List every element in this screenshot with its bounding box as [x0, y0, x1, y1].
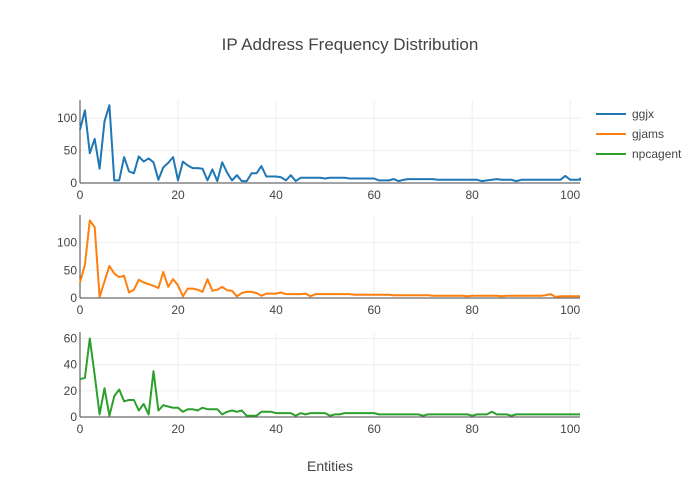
chart-title: IP Address Frequency Distribution: [222, 35, 479, 54]
subplot-npcagent: 0 20 40 60 80 100 0 20 40 60: [64, 332, 581, 436]
y-tick-label: 0: [70, 176, 77, 190]
y-tick-label: 0: [70, 291, 77, 305]
x-tick-label: 60: [367, 422, 381, 436]
x-tick-label: 20: [171, 422, 185, 436]
legend[interactable]: ggjx gjams npcagent: [596, 107, 682, 161]
x-tick-label: 0: [77, 422, 84, 436]
x-axis-label: Entities: [307, 458, 353, 474]
legend-item-gjams[interactable]: gjams: [596, 127, 664, 141]
legend-label: ggjx: [632, 107, 654, 121]
series-line-ggjx[interactable]: [79, 104, 581, 183]
x-tick-label: 80: [465, 422, 479, 436]
x-tick-label: 100: [560, 188, 580, 202]
subplot-panels: 0 20 40 60 80 100 0 50 100 0 20 40 60 80 100 0 50 100 0 20 4…: [57, 100, 581, 436]
subplot-ggjx: 0 20 40 60 80 100 0 50 100: [57, 100, 581, 202]
x-tick-label: 80: [465, 303, 479, 317]
legend-label: npcagent: [632, 147, 682, 161]
legend-label: gjams: [632, 127, 664, 141]
x-tick-label: 0: [77, 303, 84, 317]
y-tick-label: 0: [70, 410, 77, 424]
x-tick-label: 60: [367, 303, 381, 317]
series-line-gjams[interactable]: [79, 219, 580, 298]
y-tick-label: 40: [64, 358, 78, 372]
series-line-npcagent[interactable]: [79, 337, 580, 417]
y-tick-label: 50: [64, 263, 78, 277]
x-tick-label: 100: [560, 303, 580, 317]
y-tick-label: 20: [64, 384, 78, 398]
x-tick-label: 40: [269, 188, 283, 202]
x-tick-label: 0: [77, 188, 84, 202]
x-tick-label: 40: [269, 422, 283, 436]
x-tick-label: 80: [465, 188, 479, 202]
x-tick-label: 60: [367, 188, 381, 202]
legend-item-ggjx[interactable]: ggjx: [596, 107, 654, 121]
y-tick-label: 100: [57, 236, 77, 250]
x-tick-label: 40: [269, 303, 283, 317]
y-tick-label: 60: [64, 332, 78, 346]
legend-item-npcagent[interactable]: npcagent: [596, 147, 682, 161]
x-tick-label: 100: [560, 422, 580, 436]
x-tick-label: 20: [171, 303, 185, 317]
x-tick-label: 20: [171, 188, 185, 202]
y-tick-label: 50: [64, 144, 78, 158]
subplot-gjams: 0 20 40 60 80 100 0 50 100: [57, 215, 581, 317]
y-tick-label: 100: [57, 111, 77, 125]
